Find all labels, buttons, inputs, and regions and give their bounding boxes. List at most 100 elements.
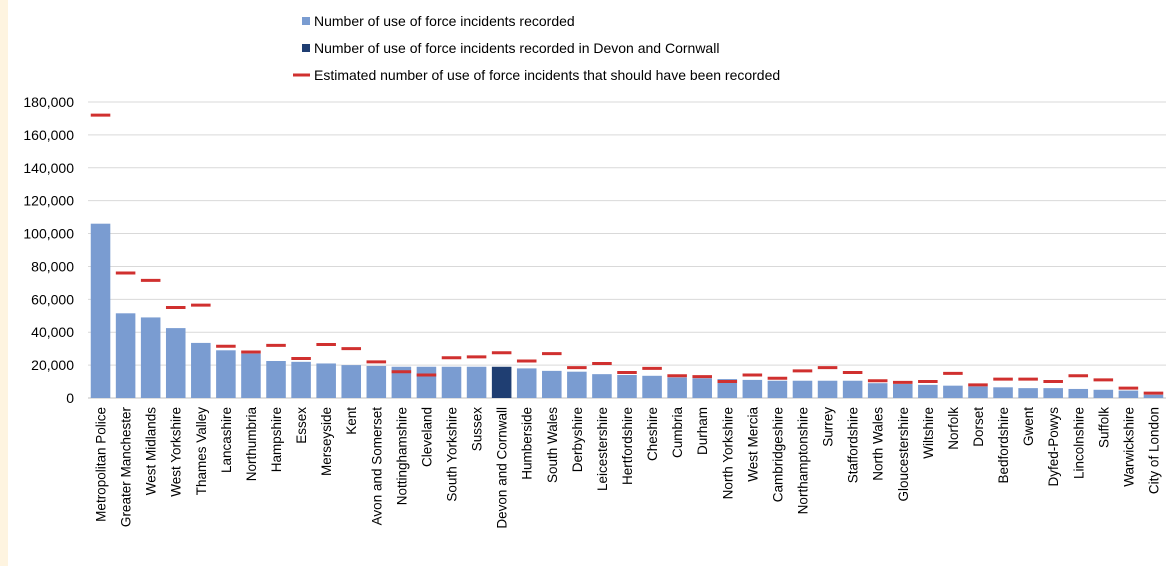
category-label: Derbyshire [570,407,585,472]
category-label: Leicestershire [595,407,610,491]
category-label: Greater Manchester [119,407,134,528]
category-label: West Yorkshire [169,407,184,497]
bar [717,379,738,398]
estimate-markers [90,113,1164,395]
bar [1068,388,1089,398]
category-label: Lancashire [219,407,234,473]
category-label: North Wales [871,407,886,481]
bar [867,383,888,398]
legend-swatch [302,44,310,52]
category-label: Cleveland [419,407,434,467]
bar [792,380,813,398]
category-label: Hampshire [269,407,284,472]
legend-label: Number of use of force incidents recorde… [314,40,719,56]
bar [391,366,412,398]
category-label: Dyfed-Powys [1046,407,1061,487]
category-label: Merseyside [319,407,334,476]
bar [968,386,988,398]
bar [466,366,487,398]
category-label: Sussex [470,407,485,452]
bar [316,363,336,398]
bar [667,377,687,398]
category-label: Humberside [520,407,535,480]
y-tick-label: 160,000 [23,127,74,143]
bar [491,366,512,398]
category-label: West Midlands [144,407,159,496]
bar [341,365,362,398]
category-label: Northamptonshire [795,407,810,514]
category-label: City of London [1146,407,1161,494]
category-label: Suffolk [1096,407,1111,448]
y-tick-label: 20,000 [31,357,74,373]
category-label: Cheshire [645,407,660,461]
legend-label: Estimated number of use of force inciden… [314,67,780,83]
legend-label: Number of use of force incidents recorde… [314,13,575,29]
bar [642,375,662,398]
y-tick-label: 120,000 [23,193,74,209]
category-label: North Yorkshire [720,407,735,499]
bar [617,374,637,398]
category-label: Warwickshire [1121,407,1136,487]
y-tick-label: 80,000 [31,258,74,274]
bar [767,380,788,398]
y-tick-label: 0 [66,390,74,406]
bar [216,350,236,398]
category-label: Bedfordshire [996,407,1011,484]
bar [1093,389,1114,398]
y-tick-label: 100,000 [23,226,74,242]
y-axis: 0 20,000 40,000 60,000 80,000 100,000 120,000 1… [23,94,74,406]
bar [692,378,712,398]
category-label: West Mercia [745,407,760,482]
force-incidents-bar-chart: Number of use of force incidents recorde… [23,13,1166,529]
category-label: Thames Valley [194,407,209,496]
bar [542,370,562,398]
category-label: Staffordshire [846,407,861,483]
bars [90,223,1164,398]
bar [1143,394,1164,398]
y-tick-label: 140,000 [23,160,74,176]
bar [817,380,838,398]
bar [516,368,537,398]
category-label: Hertfordshire [620,407,635,485]
category-label: Nottinghamshire [394,407,409,505]
category-label: Gwent [1021,407,1036,446]
bar [165,328,186,398]
category-label: Cumbria [670,407,685,459]
bar [115,313,136,398]
bar [842,380,863,398]
bar [567,371,587,398]
category-label: Norfolk [946,407,961,450]
bar [1118,390,1139,398]
bar [943,385,963,398]
bar [191,342,211,398]
category-label: Essex [294,407,309,444]
chart-panel: Number of use of force incidents recorde… [8,0,1173,566]
bar [742,379,763,398]
legend-swatch [302,17,310,25]
bar [266,361,286,398]
y-tick-label: 180,000 [23,94,74,110]
category-label: South Wales [545,407,560,483]
bar [441,366,462,398]
category-label: Northumbria [244,407,259,482]
bar [1018,388,1038,398]
category-label: Metropolitan Police [94,407,109,522]
category-label: Gloucestershire [896,407,911,502]
bar [241,353,261,398]
bar [140,317,161,398]
y-tick-label: 60,000 [31,291,74,307]
bar [993,387,1013,398]
category-label: Devon and Cornwall [495,407,510,529]
bar [90,223,111,398]
bar [1043,388,1063,398]
category-label: Avon and Somerset [369,407,384,526]
category-label: Lincolnshire [1071,407,1086,479]
bar [291,361,311,398]
bar [918,384,938,398]
category-label: Durham [695,407,710,455]
x-axis-labels: Metropolitan Police Greater Manchester Wes… [94,407,1162,529]
category-label: South Yorkshire [445,407,460,502]
y-tick-label: 40,000 [31,324,74,340]
category-label: Cambridgeshire [770,407,785,502]
category-label: Kent [344,407,359,435]
